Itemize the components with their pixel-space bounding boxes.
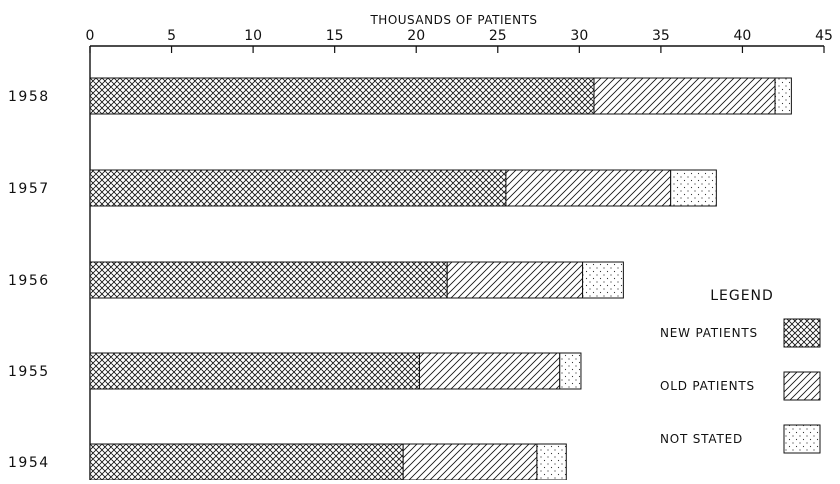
bars bbox=[89, 77, 792, 481]
x-tick-label: 5 bbox=[167, 28, 176, 44]
legend-swatch bbox=[783, 318, 821, 348]
x-tick-label: 35 bbox=[652, 28, 670, 44]
bar-segment bbox=[505, 169, 672, 207]
legend-label: OLD PATIENTS bbox=[660, 379, 755, 393]
y-axis-labels: 1958 1957 1956 1955 1954 bbox=[8, 89, 50, 471]
x-tick-label: 0 bbox=[86, 28, 95, 44]
legend-swatch bbox=[783, 371, 821, 401]
x-tick-label: 20 bbox=[407, 28, 425, 44]
x-tick-label: 40 bbox=[734, 28, 752, 44]
bar-segment bbox=[89, 169, 507, 207]
legend-label: NOT STATED bbox=[660, 432, 743, 446]
y-category-label: 1956 bbox=[8, 273, 50, 289]
bar-segment bbox=[559, 352, 582, 390]
y-category-label: 1954 bbox=[8, 455, 50, 471]
bar-segment bbox=[670, 169, 717, 207]
x-tick-label: 25 bbox=[489, 28, 507, 44]
y-category-label: 1957 bbox=[8, 181, 50, 197]
legend: LEGEND NEW PATIENTS OLD PATIENTS NOT STATE… bbox=[660, 288, 821, 454]
x-tick-label: 15 bbox=[326, 28, 344, 44]
legend-label: NEW PATIENTS bbox=[660, 326, 758, 340]
bar-segment bbox=[593, 77, 776, 115]
bar-segment bbox=[446, 261, 584, 299]
bar-segment bbox=[536, 443, 567, 481]
x-axis-ticks: 0 5 10 15 20 25 30 35 40 45 bbox=[86, 28, 833, 53]
x-axis-title: THOUSANDS OF PATIENTS bbox=[369, 13, 537, 27]
bar-segment bbox=[582, 261, 624, 299]
x-tick-label: 10 bbox=[244, 28, 262, 44]
legend-title: LEGEND bbox=[710, 288, 774, 304]
x-tick-label: 30 bbox=[570, 28, 588, 44]
legend-swatch bbox=[783, 424, 821, 454]
x-tick-label: 45 bbox=[815, 28, 833, 44]
bar-segment bbox=[89, 77, 595, 115]
bar-segment bbox=[418, 352, 561, 390]
bar-segment bbox=[89, 261, 448, 299]
bar-segment bbox=[89, 443, 404, 481]
bar-segment bbox=[89, 352, 420, 390]
bar-segment bbox=[402, 443, 538, 481]
y-category-label: 1958 bbox=[8, 89, 50, 105]
bar-segment bbox=[774, 77, 792, 115]
y-category-label: 1955 bbox=[8, 364, 50, 380]
